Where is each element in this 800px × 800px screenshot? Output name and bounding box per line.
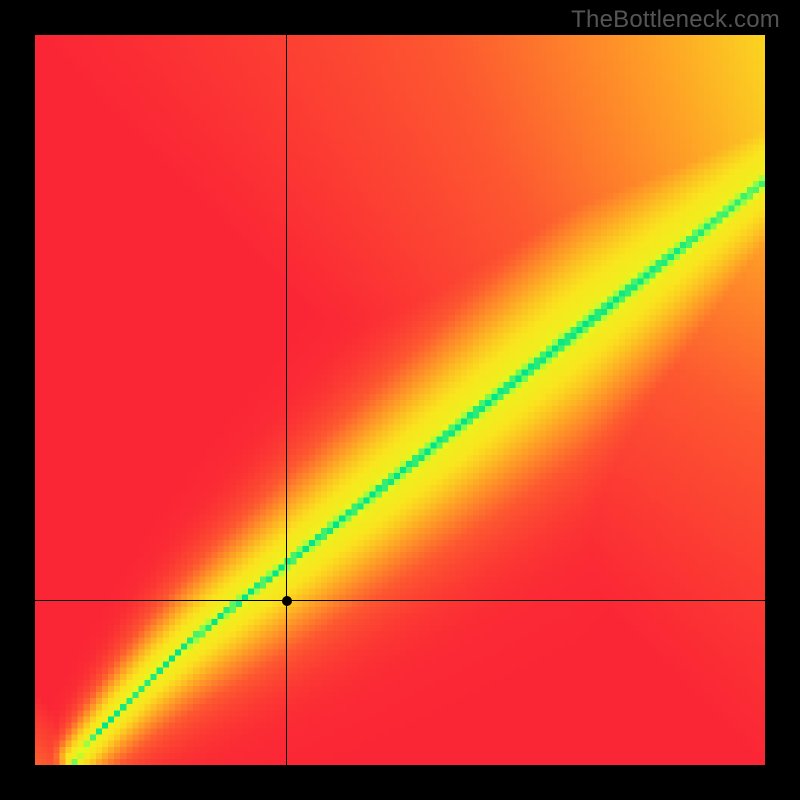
chart-container: TheBottleneck.com [0, 0, 800, 800]
crosshair-horizontal [35, 600, 765, 601]
crosshair-vertical [286, 35, 287, 765]
watermark-text: TheBottleneck.com [571, 6, 780, 34]
heatmap-canvas [35, 35, 765, 765]
heatmap-plot [35, 35, 765, 765]
marker-dot [282, 596, 292, 606]
